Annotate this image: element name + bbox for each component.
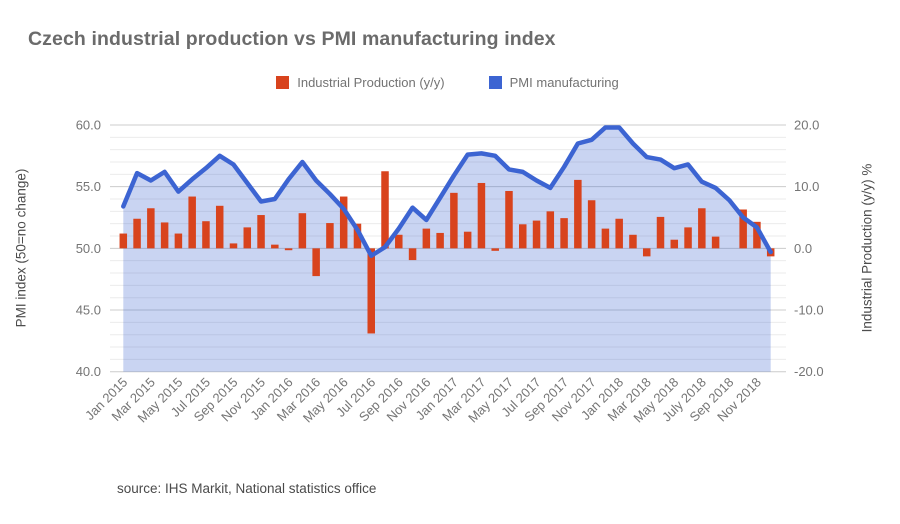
ip-bar (339, 196, 348, 249)
ip-bar (395, 234, 403, 249)
legend-item-pmi: PMI manufacturing (488, 75, 619, 90)
pmi-swatch (488, 76, 502, 89)
ip-bar (422, 228, 431, 249)
ip-bar (160, 222, 169, 249)
ip-bar (353, 223, 362, 249)
ip-bar (202, 221, 210, 249)
ip-bar (243, 227, 252, 249)
ip-bar (670, 239, 679, 249)
ip-bar (684, 227, 692, 249)
ip-bar (711, 236, 720, 249)
y-axis-tick-right: 20.0 (794, 118, 819, 133)
ip-bar (450, 192, 458, 249)
industrial-production-swatch (276, 76, 290, 89)
pmi-area (123, 127, 771, 372)
ip-bar (587, 200, 596, 249)
ip-bar (133, 218, 141, 249)
ip-bar (491, 248, 499, 251)
ip-bar (312, 248, 320, 277)
y-axis-tick-left: 45.0 (76, 303, 101, 318)
y-axis-tick-left: 55.0 (76, 179, 101, 194)
ip-bar (615, 218, 623, 249)
pmi-legend-label: PMI manufacturing (509, 75, 619, 90)
y-axis-tick-left: 50.0 (76, 241, 101, 256)
ip-bar (188, 196, 196, 249)
ip-bar (642, 248, 651, 257)
ip-bar (367, 248, 375, 334)
source-note: source: IHS Markit, National statistics … (117, 481, 377, 496)
chart-title: Czech industrial production vs PMI manuf… (28, 28, 556, 50)
ip-bar (601, 228, 610, 249)
ip-bar (560, 218, 568, 249)
y-axis-tick-left: 40.0 (76, 364, 101, 379)
ip-bar (698, 208, 706, 249)
pmi-line (121, 125, 773, 259)
ip-bar (656, 216, 665, 249)
y-axis-tick-right: 0.0 (794, 241, 812, 256)
ip-bar (381, 171, 389, 249)
ip-bar (119, 233, 128, 249)
ip-bar (147, 208, 155, 249)
ip-bar (753, 221, 761, 249)
ip-bar (519, 224, 527, 249)
ip-bar (174, 233, 183, 249)
ip-bar (574, 179, 582, 249)
ip-bar (463, 231, 472, 249)
ip-bar (436, 232, 444, 249)
ip-bar (257, 215, 265, 249)
y-axis-tick-right: 10.0 (794, 179, 819, 194)
ip-bar (326, 223, 334, 249)
ip-bar (739, 209, 747, 249)
ip-bar (629, 234, 637, 249)
ip-bar (271, 244, 279, 249)
ip-bar (229, 243, 238, 249)
ip-bar (284, 248, 293, 251)
y-axis-tick-left: 60.0 (76, 118, 101, 133)
ip-bar (532, 220, 541, 249)
legend-item-industrial-production: Industrial Production (y/y) (276, 75, 445, 90)
ip-bar (408, 248, 417, 261)
legend: Industrial Production (y/y) PMI manufact… (0, 75, 895, 90)
ip-bar (477, 182, 486, 249)
industrial-production-legend-label: Industrial Production (y/y) (297, 75, 445, 90)
ip-bar (215, 205, 224, 249)
y-axis-tick-right: -10.0 (794, 303, 824, 318)
ip-bar (505, 190, 513, 249)
gridlines (110, 124, 786, 373)
y-axis-tick-right: -20.0 (794, 364, 824, 379)
ip-bar (298, 213, 307, 249)
ip-bar (546, 211, 555, 249)
